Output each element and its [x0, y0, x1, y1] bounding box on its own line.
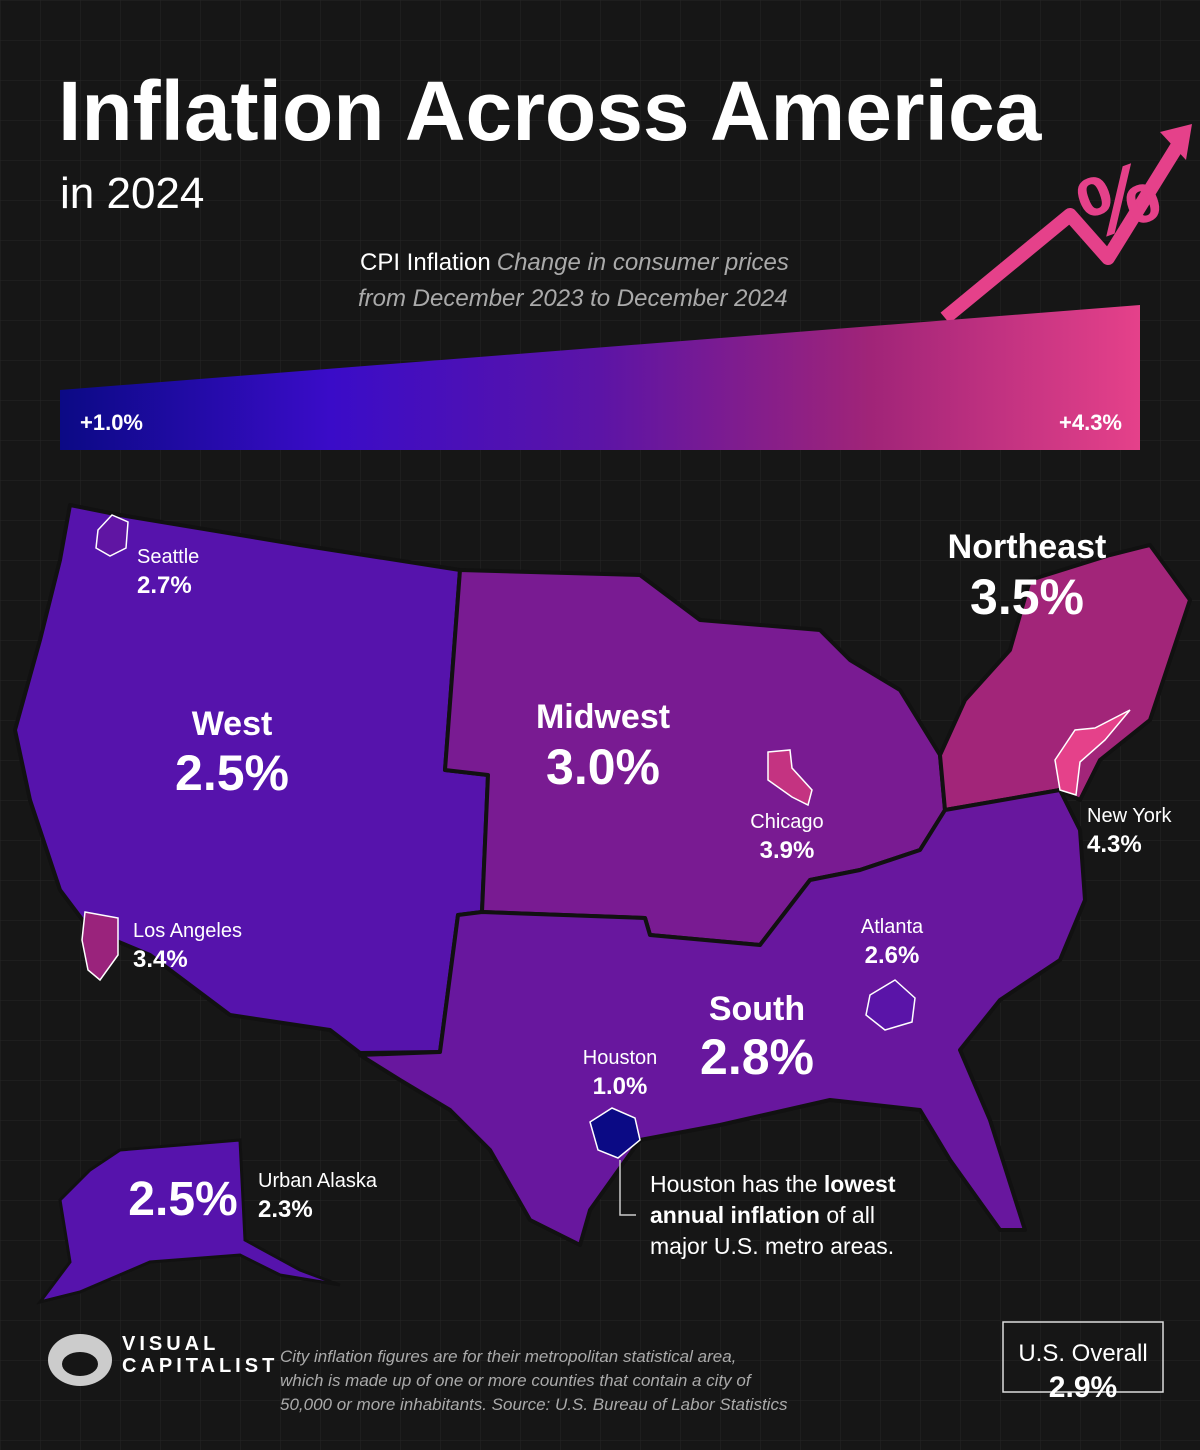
city-value: 1.0% [593, 1073, 648, 1100]
region [358, 788, 1087, 1247]
annotation-text: major U.S. metro areas. [650, 1233, 894, 1259]
region-name: Midwest [536, 698, 670, 736]
labels: West2.5%Midwest3.0%Northeast3.5%South2.8… [128, 528, 1172, 1226]
legend-title: CPI Inflation Change in consumer prices [360, 249, 789, 276]
city-value: 3.4% [133, 946, 188, 973]
brand: VISUAL [122, 1333, 219, 1355]
footnote-line: City inflation figures are for their met… [280, 1347, 736, 1366]
legend-subtitle: from December 2023 to December 2024 [358, 285, 788, 312]
city-name: Houston [583, 1047, 658, 1069]
region-value: 2.5% [175, 745, 289, 801]
annotation-segment: lowest [824, 1171, 896, 1197]
city-value: 4.3% [1087, 831, 1142, 858]
overall-box [1002, 1321, 1164, 1393]
region-value: 3.5% [970, 569, 1084, 625]
footnote: City inflation figures are for their met… [280, 1347, 788, 1414]
city-name: Seattle [137, 546, 199, 568]
region [36, 1138, 341, 1305]
overall-value: 2.9% [1049, 1371, 1117, 1404]
city [865, 979, 916, 1031]
region-name: Northeast [948, 528, 1107, 566]
annotation-segment: of all [820, 1202, 875, 1228]
brand: CAPITALIST [122, 1355, 278, 1377]
city [1054, 709, 1131, 796]
region [938, 543, 1192, 812]
footnote-line: which is made up of one or more counties… [280, 1371, 753, 1390]
annotation-line [619, 1160, 636, 1216]
city-name: Chicago [750, 811, 823, 833]
city-value: 2.6% [865, 942, 920, 969]
map [13, 503, 1192, 1305]
overall-name: U.S. Overall [1018, 1340, 1147, 1367]
city-name: Los Angeles [133, 920, 242, 942]
footnote-line: 50,000 or more inhabitants. Source: U.S.… [280, 1395, 788, 1414]
legend-max: +4.3% [1059, 410, 1122, 435]
city-value: 2.3% [258, 1196, 313, 1223]
city-name: New York [1087, 805, 1172, 827]
title: Inflation Across America [58, 64, 1043, 158]
legend-bar [60, 305, 1140, 450]
city [81, 911, 119, 982]
city [767, 749, 813, 807]
annotation-segment: Houston has the [650, 1171, 824, 1197]
region-name: South [709, 990, 805, 1028]
region-value: 3.0% [546, 739, 660, 795]
city [95, 514, 129, 557]
logo: VISUAL CAPITALIST [48, 1333, 278, 1386]
subtitle: in 2024 [60, 169, 204, 218]
city-name: Atlanta [861, 916, 924, 938]
city-name: Urban Alaska [258, 1170, 378, 1192]
annotation-text: annual inflation of all [650, 1202, 875, 1228]
region-value: 2.8% [700, 1029, 814, 1085]
city [589, 1107, 641, 1159]
annotation-text: Houston has the lowest [650, 1171, 896, 1197]
region-name: West [192, 705, 273, 743]
legend-subtitle: Change in consumer prices [497, 249, 789, 276]
arrow-icon: % [940, 124, 1192, 324]
city-value: 2.7% [137, 572, 192, 599]
legend-min: +1.0% [80, 410, 143, 435]
legend-title-main: CPI Inflation [360, 249, 491, 276]
region-value: 2.5% [128, 1173, 237, 1226]
annotation-segment: annual inflation [650, 1202, 820, 1228]
annotation-segment: major U.S. metro areas. [650, 1233, 894, 1259]
city-value: 3.9% [760, 837, 815, 864]
